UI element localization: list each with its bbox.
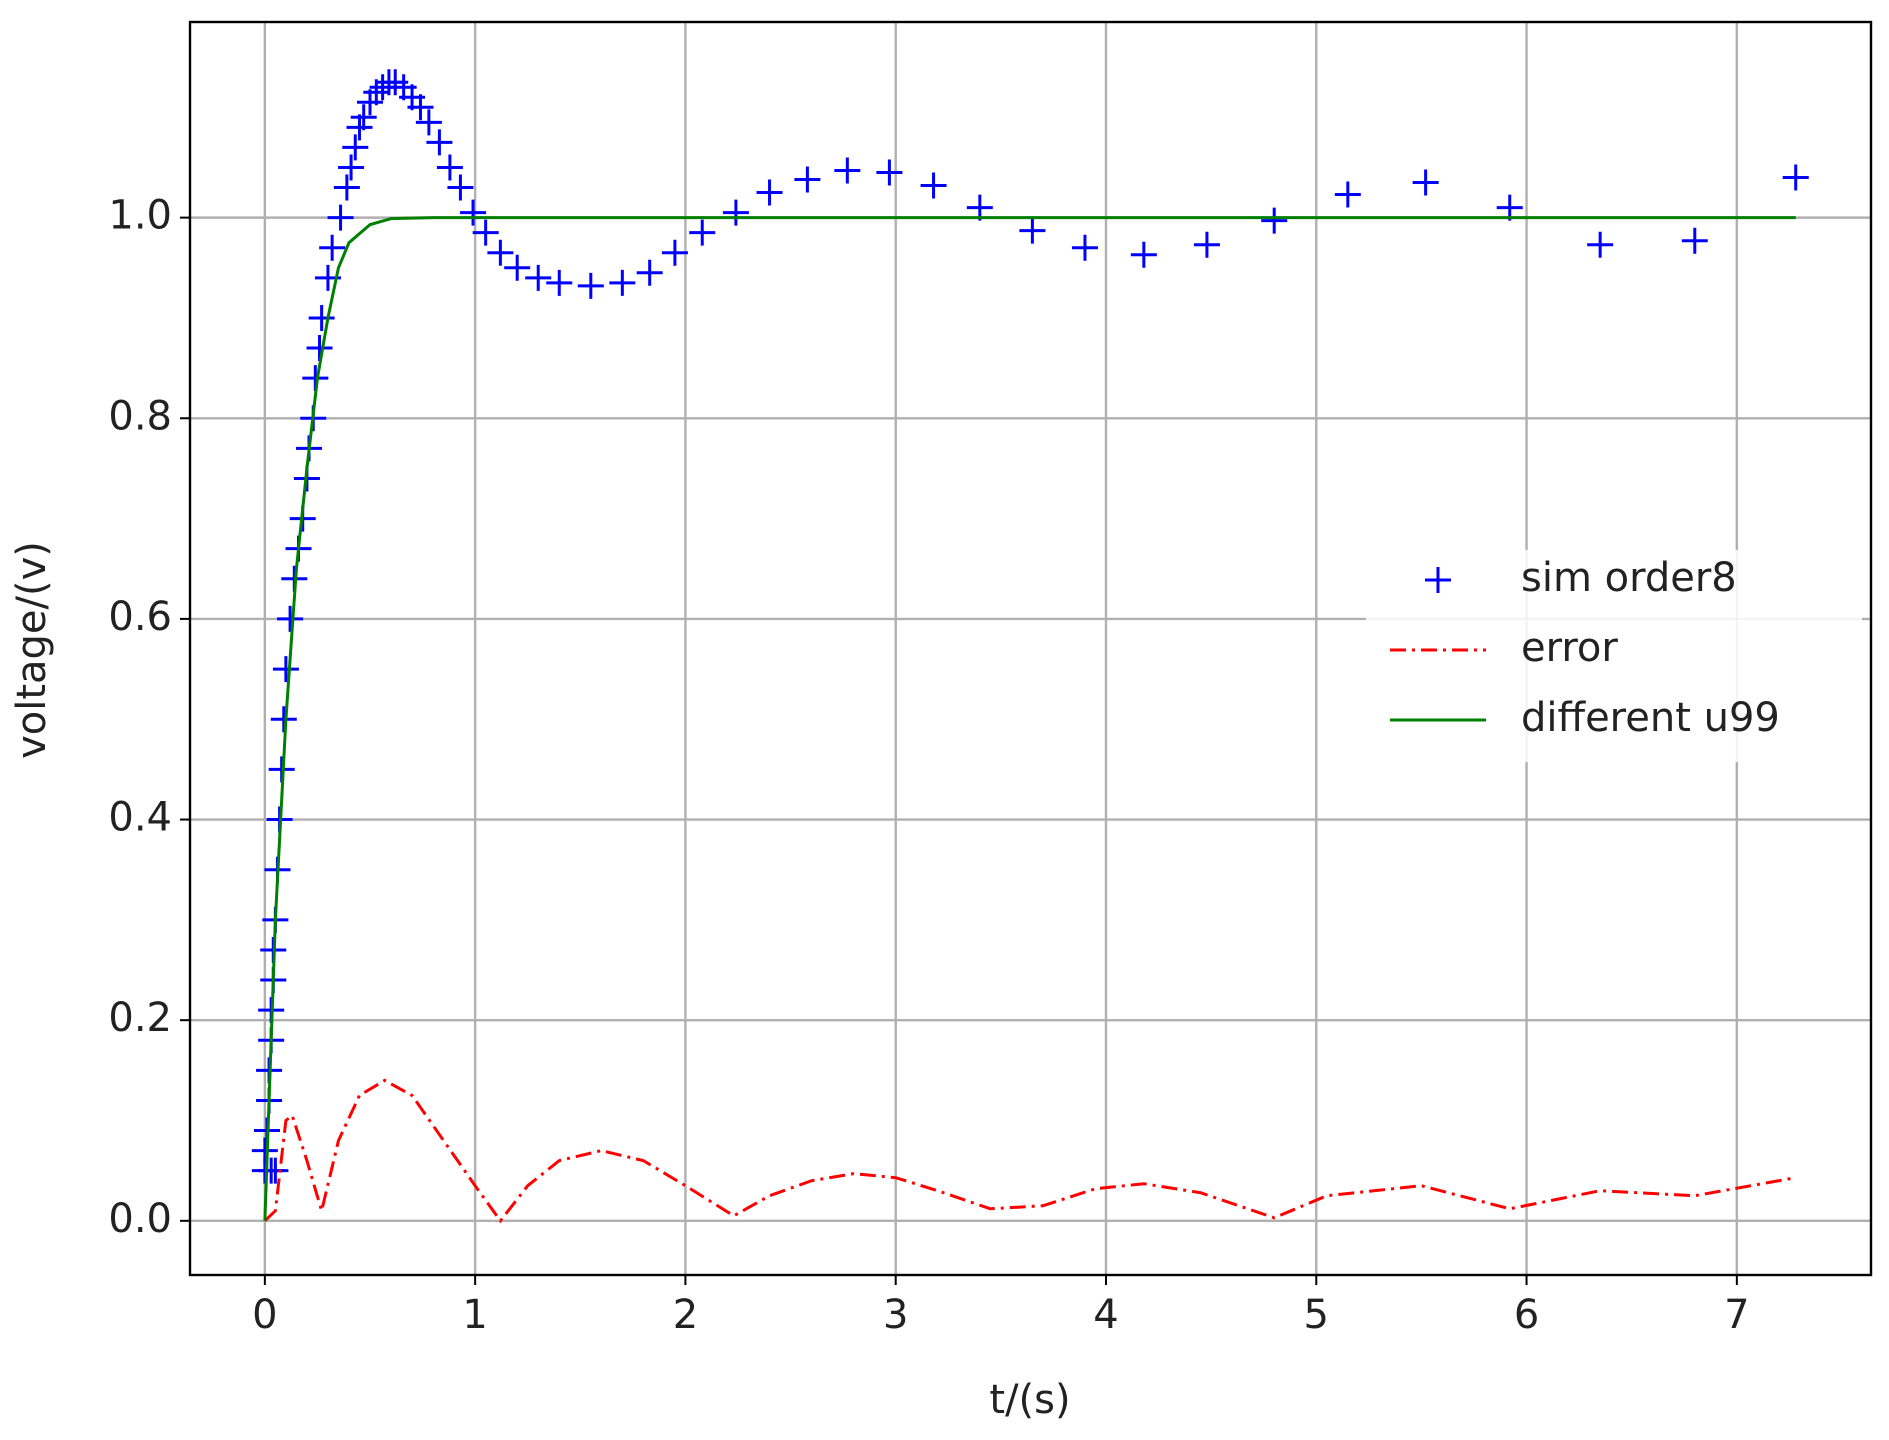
scatter-point: [342, 134, 369, 161]
scatter-point: [609, 269, 636, 296]
scatter-point: [1261, 207, 1288, 234]
scatter-point: [277, 605, 304, 632]
scatter-point: [1334, 181, 1361, 208]
scatter-point: [1193, 231, 1220, 258]
x-tick-label: 6: [1514, 1292, 1539, 1338]
scatter-point: [407, 94, 434, 121]
scatter-point: [1019, 217, 1046, 244]
scatter-point: [436, 154, 463, 181]
scatter-point: [1587, 231, 1614, 258]
scatter-point: [504, 254, 531, 281]
scatter-point: [272, 656, 299, 683]
x-tick-label: 2: [673, 1292, 698, 1338]
x-tick-label: 4: [1093, 1292, 1118, 1338]
scatter-point: [756, 179, 783, 206]
scatter-point: [722, 199, 749, 226]
scatter-point: [472, 219, 499, 246]
scatter-point: [350, 104, 377, 131]
scatter-point: [319, 234, 346, 261]
x-tick-label: 0: [252, 1292, 277, 1338]
scatter-point: [689, 219, 716, 246]
series-line: [263, 216, 1796, 1221]
legend-label: different u99: [1521, 695, 1780, 741]
plot-frame: [188, 20, 1873, 1277]
scatter-point: [1412, 169, 1439, 196]
y-tick-label: 0.0: [108, 1196, 172, 1242]
y-tick-label: 0.6: [108, 594, 172, 640]
scatter-point: [1681, 227, 1708, 254]
scatter-point: [251, 1137, 278, 1164]
scatter-point: [308, 304, 335, 331]
x-tick-label: 3: [883, 1292, 908, 1338]
scatter-point: [577, 272, 604, 299]
scatter-point: [1130, 241, 1157, 268]
legend-label: sim order8: [1521, 555, 1737, 601]
scatter-point: [270, 706, 297, 733]
y-axis-label: voltage/(v): [9, 541, 55, 759]
y-tick-label: 0.2: [108, 995, 172, 1041]
y-tick-label: 0.4: [108, 795, 172, 841]
scatter-point: [546, 269, 573, 296]
legend-box: [1366, 550, 1862, 762]
x-tick-label: 7: [1724, 1292, 1749, 1338]
legend: sim order8 error different u99: [1366, 550, 1862, 762]
y-tick-label: 1.0: [108, 193, 172, 239]
legend-label: error: [1521, 625, 1618, 671]
scatter-point: [636, 259, 663, 286]
series-line: [263, 1078, 1796, 1224]
scatter-point: [525, 264, 552, 291]
scatter-point: [426, 129, 453, 156]
x-tick-label: 5: [1304, 1292, 1329, 1338]
scatter-point: [333, 174, 360, 201]
scatter-point: [338, 154, 365, 181]
scatter-point: [460, 199, 487, 226]
y-tick-label: 0.8: [108, 393, 172, 439]
scatter-point: [1782, 164, 1809, 191]
scatter-point: [661, 239, 688, 266]
scatter-point: [876, 159, 903, 186]
scatter-point: [327, 204, 354, 231]
scatter-point: [306, 335, 333, 362]
x-axis-label: t/(s): [989, 1377, 1070, 1423]
scatter-point: [834, 157, 861, 184]
scatter-point: [487, 239, 514, 266]
legend-marker: [1425, 567, 1451, 593]
scatter-point: [1071, 234, 1098, 261]
scatter-point: [447, 174, 474, 201]
x-tick-label: 1: [462, 1292, 487, 1338]
scatter-point: [794, 166, 821, 193]
scatter-point: [415, 109, 442, 136]
scatter-point: [920, 172, 947, 199]
